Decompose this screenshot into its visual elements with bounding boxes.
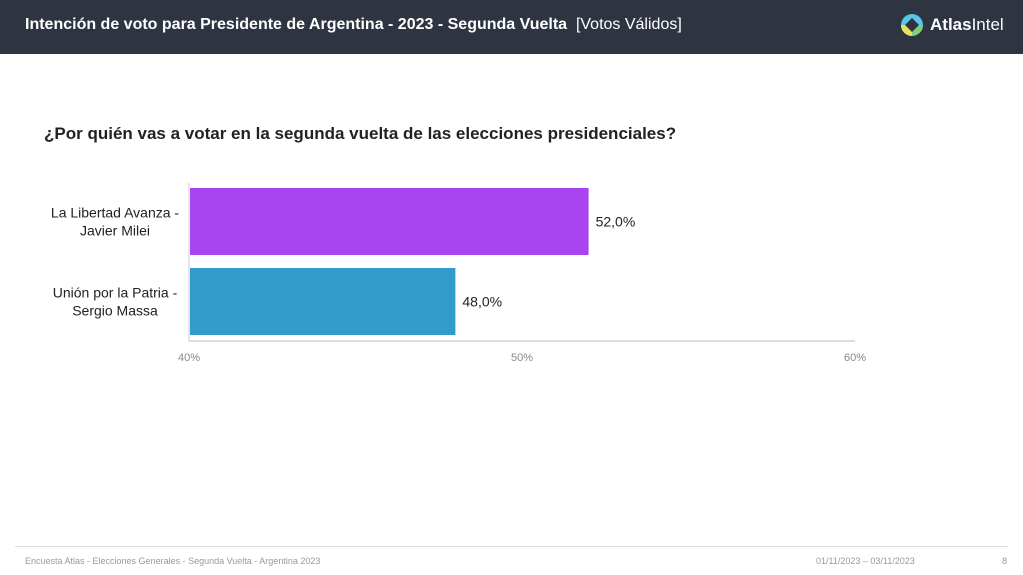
footer-dates: 01/11/2023 – 03/11/2023 <box>816 556 915 566</box>
x-tick-label: 60% <box>844 352 866 364</box>
slide-title: Intención de voto para Presidente de Arg… <box>25 16 682 33</box>
footer-divider <box>15 546 1008 547</box>
chart-title: ¿Por quién vas a votar en la segunda vue… <box>44 124 677 143</box>
bar <box>190 188 589 255</box>
data-label: 48,0% <box>462 294 502 310</box>
data-label: 52,0% <box>596 214 636 230</box>
x-tick-label: 40% <box>178 352 200 364</box>
page-number: 8 <box>1002 556 1008 566</box>
category-label: Unión por la Patria - <box>53 285 178 301</box>
atlasintel-logo: Atlas Intel <box>900 13 1004 37</box>
x-tick-label: 50% <box>511 352 533 364</box>
category-label: La Libertad Avanza - <box>51 205 180 221</box>
header-bar: Intención de voto para Presidente de Arg… <box>0 0 1023 54</box>
category-label: Sergio Massa <box>72 303 158 319</box>
bar <box>190 268 456 335</box>
category-label: Javier Milei <box>80 223 150 239</box>
atlas-logo-icon <box>901 14 923 36</box>
footer-source: Encuesta Atlas - Elecciones Generales - … <box>25 556 321 566</box>
